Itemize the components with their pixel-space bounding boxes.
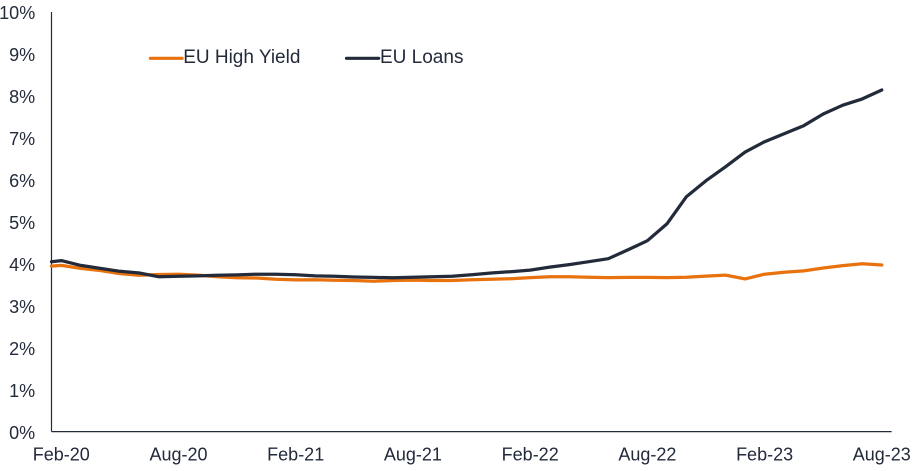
svg-text:Feb-22: Feb-22 (502, 444, 559, 464)
svg-text:9%: 9% (9, 45, 35, 65)
svg-text:1%: 1% (9, 381, 35, 401)
svg-text:2%: 2% (9, 339, 35, 359)
svg-text:EU High Yield: EU High Yield (183, 47, 300, 68)
svg-text:Aug-22: Aug-22 (618, 444, 676, 464)
svg-text:7%: 7% (9, 129, 35, 149)
svg-text:4%: 4% (9, 255, 35, 275)
svg-text:Aug-21: Aug-21 (384, 444, 442, 464)
svg-text:10%: 10% (0, 3, 35, 23)
svg-text:Aug-20: Aug-20 (149, 444, 207, 464)
svg-text:8%: 8% (9, 87, 35, 107)
svg-text:6%: 6% (9, 171, 35, 191)
svg-text:3%: 3% (9, 297, 35, 317)
svg-text:Feb-21: Feb-21 (267, 444, 324, 464)
svg-text:0%: 0% (9, 423, 35, 443)
svg-text:Feb-23: Feb-23 (736, 444, 793, 464)
svg-text:5%: 5% (9, 213, 35, 233)
svg-text:Aug-23: Aug-23 (853, 444, 911, 464)
svg-text:EU Loans: EU Loans (380, 47, 463, 68)
svg-text:Feb-20: Feb-20 (33, 444, 90, 464)
